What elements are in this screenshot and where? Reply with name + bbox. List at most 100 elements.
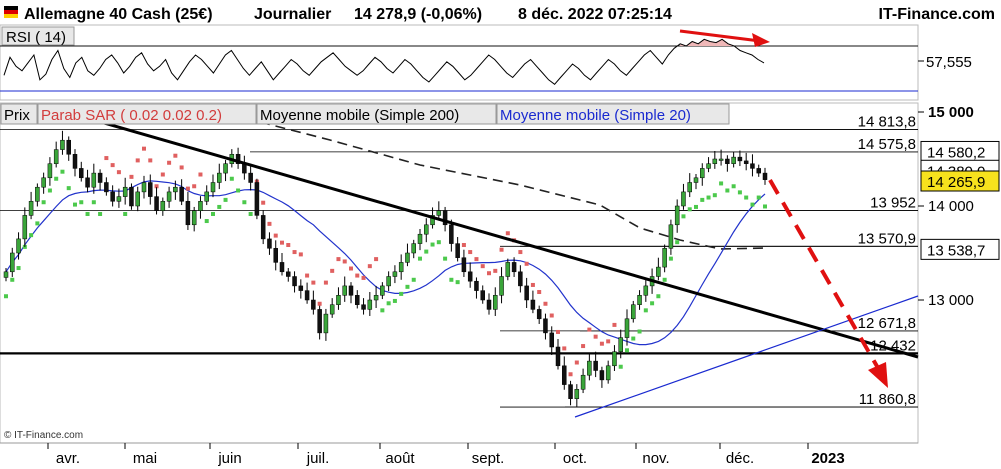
candle <box>687 173 692 198</box>
sar-dot <box>487 271 491 276</box>
rsi-panel[interactable]: RSI ( 14) 57,555 <box>0 24 972 101</box>
level-label: 11 860,8 <box>859 391 916 408</box>
price-box-label: 13 538,7 <box>927 242 985 259</box>
rsi-value-label: 57,555 <box>926 54 972 71</box>
sar-dot <box>16 266 21 271</box>
x-axis: avr. mai juin juil. août sept. oct. nov. déc. 202… <box>0 442 918 467</box>
candle <box>706 157 711 173</box>
candle <box>493 287 498 316</box>
candle <box>593 351 598 378</box>
x-tick-label: juin <box>217 450 241 467</box>
sar-dot <box>311 280 316 285</box>
candle <box>442 206 448 232</box>
sar-dot <box>29 233 34 238</box>
candle <box>235 147 241 169</box>
sar-dot <box>443 256 448 261</box>
rsi-overbought-fill <box>680 39 735 46</box>
sar-dot <box>35 221 40 226</box>
candle <box>637 290 642 310</box>
candle <box>97 169 103 191</box>
candle <box>185 191 191 230</box>
sar-dot <box>461 243 466 248</box>
candle <box>392 265 398 284</box>
candle <box>536 305 542 324</box>
indicator-legend: Prix Parab SAR ( 0.02 0.02 0.2) Moyenne … <box>0 103 730 125</box>
level-label: 14 813,8 <box>858 114 916 131</box>
candle <box>110 185 115 207</box>
candle <box>587 353 592 381</box>
candle <box>91 163 97 194</box>
sar-dot <box>135 158 140 163</box>
sar-dot <box>98 211 103 216</box>
candle <box>53 141 59 168</box>
sar-dot <box>380 308 385 313</box>
ma200-line <box>259 121 766 250</box>
candle <box>116 188 122 208</box>
candle <box>480 285 485 304</box>
legend-sar: Parab SAR ( 0.02 0.02 0.2) <box>41 107 222 124</box>
y-tick-label: 13 000 <box>928 292 974 309</box>
candle <box>373 285 379 308</box>
candle <box>148 174 153 205</box>
sar-dot <box>587 327 592 332</box>
candle <box>731 151 736 168</box>
sar-dot <box>756 195 761 200</box>
sar-dot <box>681 214 686 219</box>
candle <box>574 384 580 407</box>
candle <box>750 154 755 177</box>
sar-dot <box>562 346 567 351</box>
sar-dot <box>4 294 8 299</box>
sar-dot <box>424 249 429 254</box>
candle <box>662 244 667 273</box>
downtrend-line <box>51 106 919 359</box>
forecast-arrow <box>768 179 888 388</box>
sar-dot <box>242 200 247 205</box>
candle <box>348 282 354 304</box>
period-label: Journalier <box>254 6 331 23</box>
level-label: 12 432 <box>870 337 916 354</box>
sar-dot <box>211 211 215 216</box>
level-label: 13 570,9 <box>858 230 916 247</box>
sar-dot <box>10 277 15 282</box>
sar-dot <box>662 277 667 282</box>
candle <box>398 254 404 280</box>
sar-dot <box>430 242 435 247</box>
rsi-label-box <box>1 26 75 46</box>
x-tick-label: juil. <box>306 450 330 467</box>
candle <box>486 293 492 315</box>
candle <box>223 159 228 182</box>
candle <box>41 172 46 194</box>
candle <box>22 207 28 247</box>
uptrend-line <box>574 295 919 418</box>
candle <box>518 265 523 293</box>
candle <box>47 157 53 186</box>
x-tick-label: sept. <box>472 450 505 467</box>
sar-dot <box>700 197 705 202</box>
candle <box>762 167 768 185</box>
sar-dot <box>292 250 297 255</box>
sar-dot <box>744 195 749 200</box>
candle <box>605 360 611 384</box>
level-label: 12 671,8 <box>858 315 916 332</box>
price-panel[interactable]: 14 813,8 14 575,8 13 952 13 570,9 12 671,8 12… <box>0 102 919 444</box>
sar-dot <box>480 264 485 269</box>
x-tick-label: mai <box>133 450 157 467</box>
level-label: 13 952 <box>870 195 916 212</box>
candle <box>474 277 479 299</box>
header-bar: Allemagne 40 Cash (25€) Journalier 14 27… <box>0 0 1001 24</box>
datetime-label: 8 déc. 2022 07:25:14 <box>518 6 672 23</box>
sar-dot <box>47 188 52 193</box>
candle <box>424 218 429 243</box>
y-tick-label: 14 000 <box>928 198 974 215</box>
candle <box>580 368 586 394</box>
candle <box>204 185 209 206</box>
candle <box>700 163 705 186</box>
sar-dot <box>154 184 159 189</box>
sar-dot <box>342 259 347 264</box>
sar-dot <box>436 240 441 245</box>
sar-dot <box>643 308 648 313</box>
sar-dot <box>79 200 84 205</box>
level-lines: 14 813,8 14 575,8 13 952 13 570,9 12 671,8 12… <box>0 114 918 408</box>
ma200-path <box>259 121 766 250</box>
